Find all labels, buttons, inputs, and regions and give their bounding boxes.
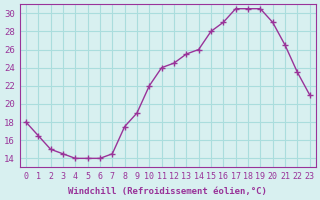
X-axis label: Windchill (Refroidissement éolien,°C): Windchill (Refroidissement éolien,°C) (68, 187, 267, 196)
